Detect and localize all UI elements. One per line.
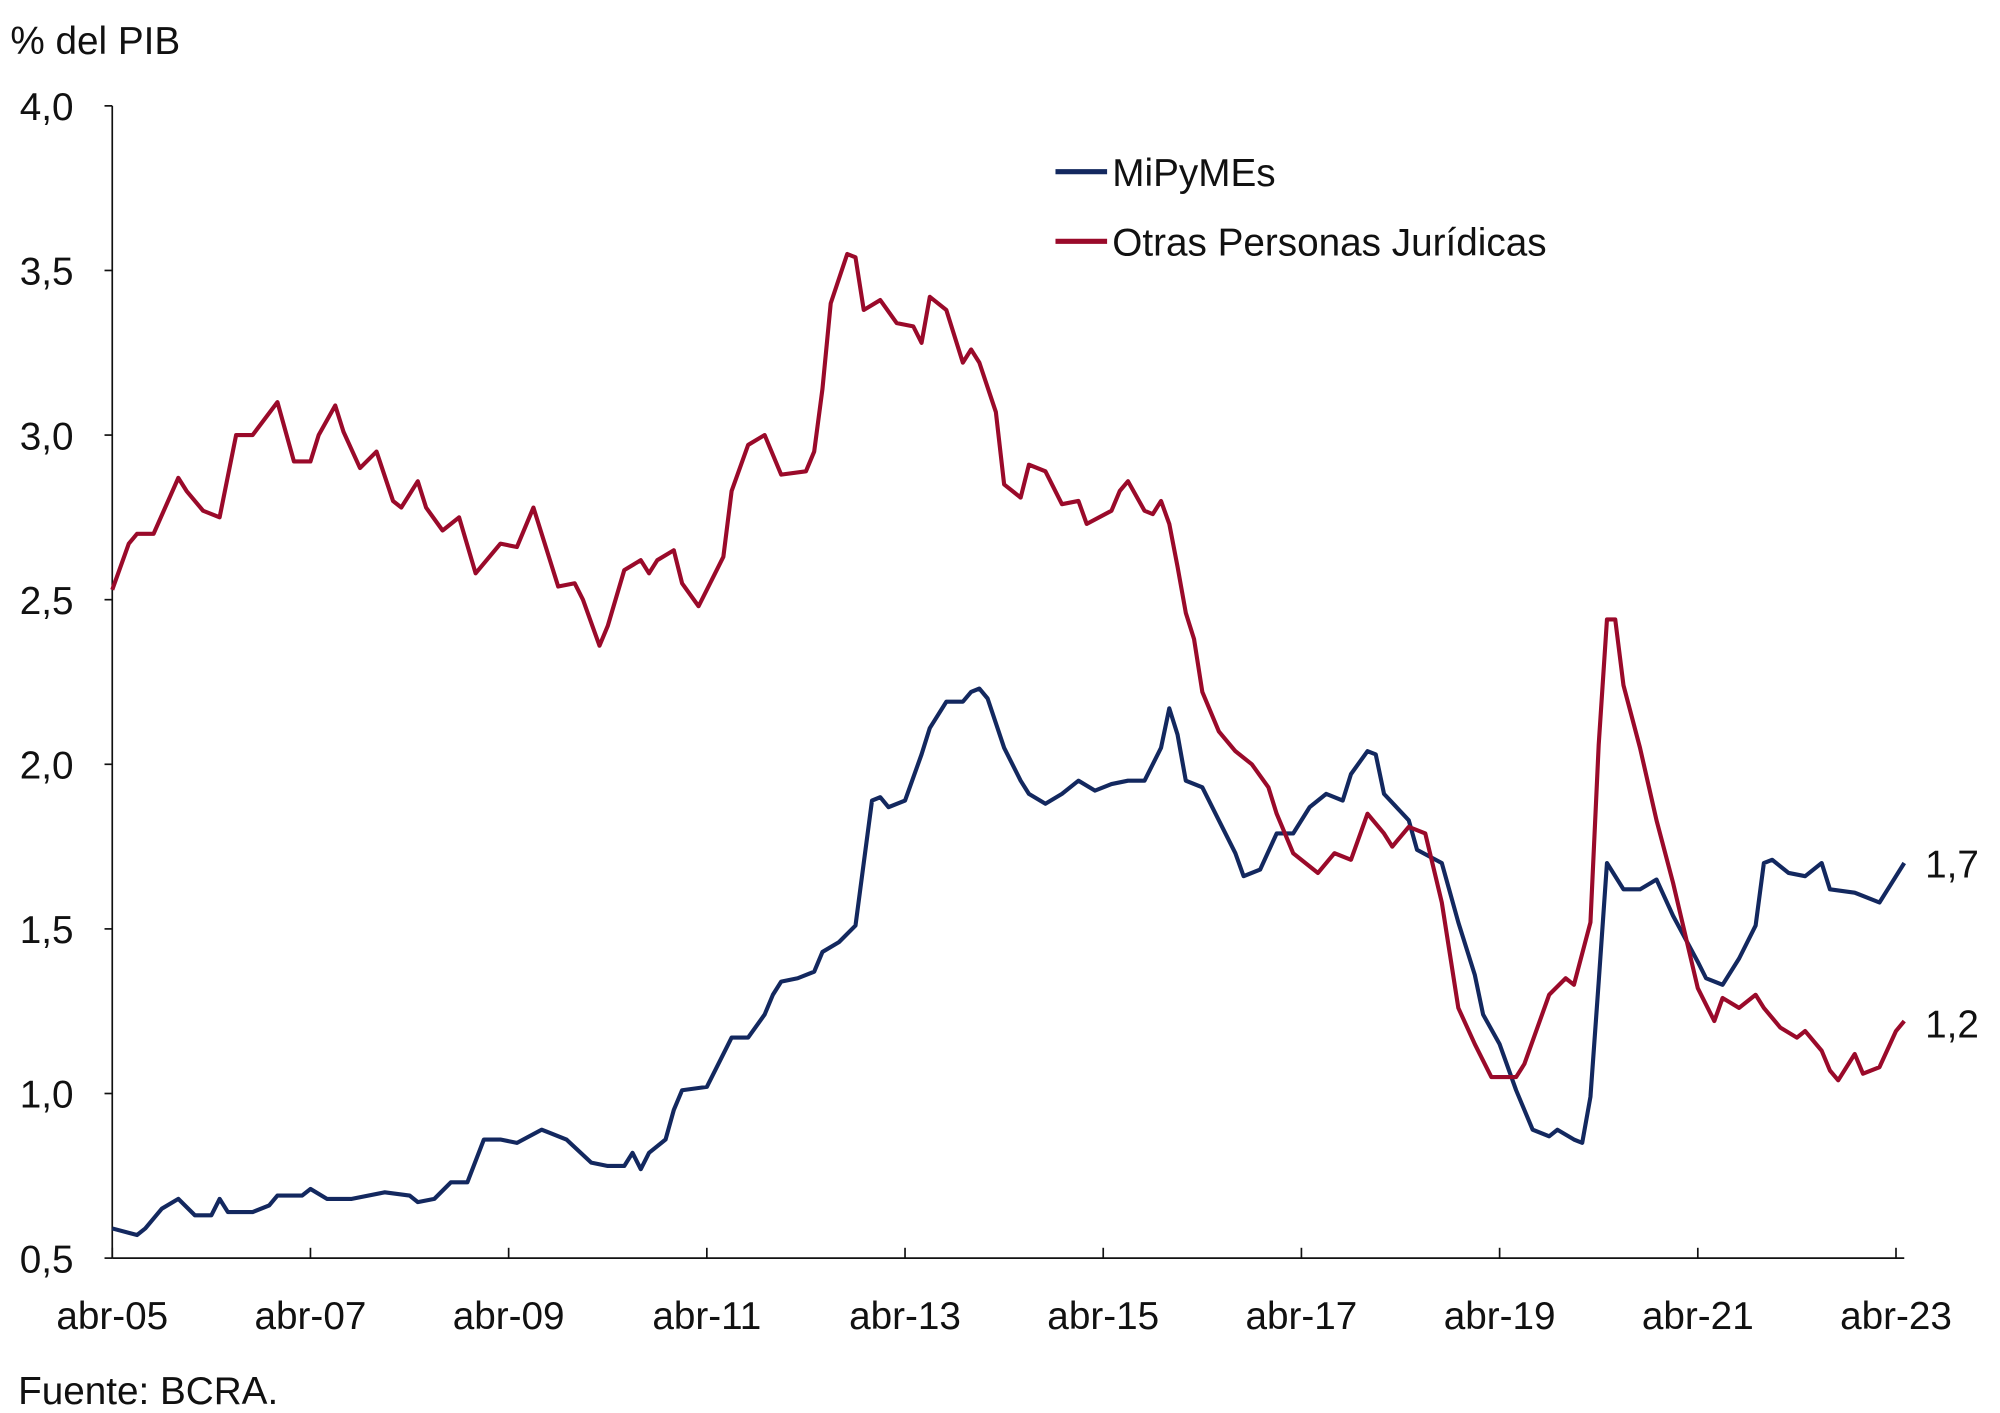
x-tick-label: abr-13: [849, 1295, 961, 1338]
y-tick-label: 1,5: [20, 909, 74, 952]
x-tick-label: abr-21: [1642, 1295, 1754, 1338]
x-tick-label: abr-09: [453, 1295, 565, 1338]
source-note: Fuente: BCRA.: [18, 1370, 278, 1413]
y-tick-label: 2,5: [20, 580, 74, 623]
axes: 0,5 1,0 1,5 2,0 2,5 3,0 3,5 4,0 abr-05 abr-07 abr-…: [20, 86, 1952, 1338]
legend: MiPyMEs Otras Personas Jurídicas: [1055, 152, 1547, 265]
series-lines: [110, 251, 1907, 1238]
y-tick-label: 1,0: [20, 1074, 74, 1117]
legend-label-mipymes: MiPyMEs: [1112, 152, 1275, 195]
y-tick-label: 3,5: [20, 251, 74, 294]
legend-label-otras: Otras Personas Jurídicas: [1112, 222, 1546, 265]
x-tick-label: abr-07: [255, 1295, 367, 1338]
end-label-mipymes: 1,7: [1925, 843, 1979, 886]
series-line-otras-personas-juridicas: [110, 251, 1906, 1083]
y-tick-label: 2,0: [20, 744, 74, 787]
y-axis-label: % del PIB: [10, 20, 180, 63]
x-tick-label: abr-23: [1840, 1295, 1952, 1338]
series-line-mipymes: [111, 686, 1907, 1238]
x-tick-label: abr-05: [56, 1295, 168, 1338]
x-tick-label: abr-17: [1245, 1295, 1357, 1338]
y-tick-label: 3,0: [20, 415, 74, 458]
x-tick-label: abr-15: [1047, 1295, 1159, 1338]
y-tick-label: 4,0: [20, 86, 74, 129]
end-label-otras: 1,2: [1925, 1003, 1979, 1046]
x-tick-label: abr-19: [1444, 1295, 1556, 1338]
y-tick-label: 0,5: [20, 1238, 74, 1281]
x-tick-label: abr-11: [652, 1295, 761, 1338]
